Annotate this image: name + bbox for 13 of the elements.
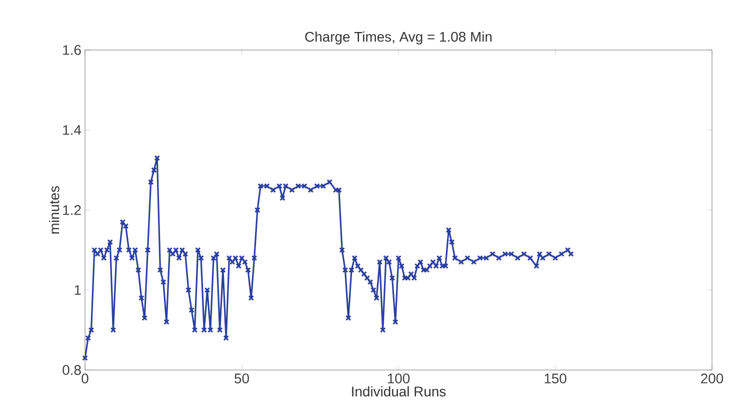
x-tick-label: 200 <box>701 374 724 384</box>
x-tick-label: 0 <box>82 374 88 384</box>
x-tick-label: 150 <box>544 374 566 384</box>
x-axis-title: Individual Runs <box>352 386 446 396</box>
y-tick-label: 0.8 <box>62 365 81 375</box>
y-tick-label: 1 <box>74 285 81 295</box>
y-tick-label: 1.2 <box>63 205 81 215</box>
y-tick-label: 1.4 <box>63 125 82 135</box>
x-tick-label: 100 <box>388 374 410 384</box>
y-tick-label: 1.6 <box>63 45 81 55</box>
chart-title: Charge Times, Avg = 1.08 Min <box>305 32 492 45</box>
y-axis-title: minutes <box>49 186 60 234</box>
x-tick-label: 50 <box>234 374 249 384</box>
